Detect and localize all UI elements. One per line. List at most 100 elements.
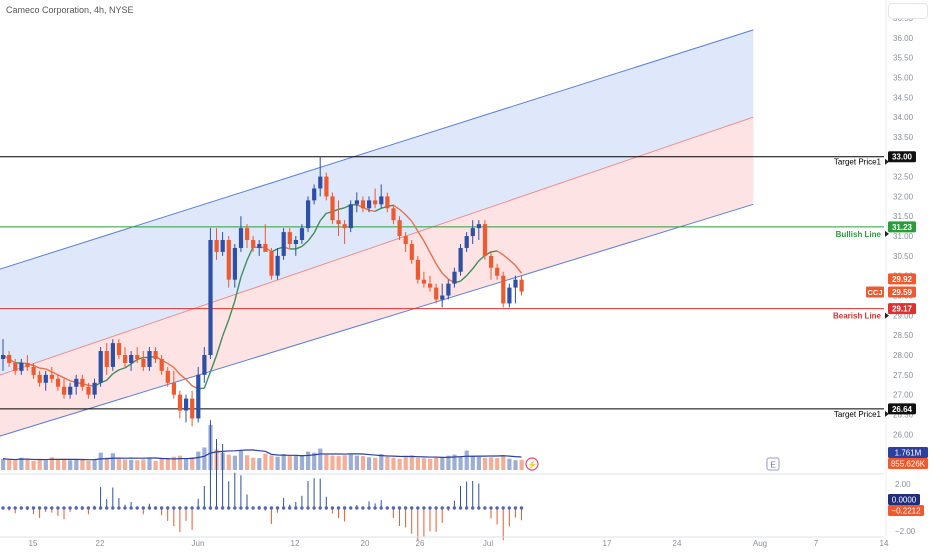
candle-body (471, 228, 475, 236)
candle (184, 395, 188, 423)
volume-bar (257, 458, 261, 470)
oscillator-dot (264, 506, 267, 509)
oscillator-dot (245, 506, 248, 509)
candle-body (172, 383, 176, 395)
candle (269, 248, 273, 280)
volume-bar (166, 459, 170, 470)
candle-body (446, 284, 450, 296)
candle-body (459, 248, 463, 272)
volume-ma-tag-text: 1.761M (895, 449, 922, 458)
oscillator-dot (312, 506, 315, 509)
candle-body (154, 351, 158, 359)
candle-body (105, 351, 109, 367)
volume-bar (385, 457, 389, 470)
volume-bar (477, 457, 481, 470)
oscillator-dot (117, 506, 120, 509)
oscillator-dot (233, 506, 236, 509)
oscillator-dot (288, 506, 291, 509)
volume-bar (190, 457, 194, 470)
oscillator-dot (331, 506, 334, 509)
volume-bar (513, 460, 517, 470)
volume-bar (440, 457, 444, 470)
volume-bar (7, 460, 11, 470)
volume-bar (147, 458, 151, 470)
candle (501, 272, 505, 308)
oscillator-dot (215, 506, 218, 509)
oscillator-dot (367, 506, 370, 509)
candle-body (221, 240, 225, 252)
oscillator-dot (495, 506, 498, 509)
oscillator-dot (56, 506, 59, 509)
target-high-tag: 33.00 (888, 151, 916, 162)
candle-body (111, 343, 115, 367)
volume-bar (288, 456, 292, 470)
candle-body (428, 284, 432, 288)
oscillator-dot (99, 506, 102, 509)
candle (178, 391, 182, 419)
candle-body (202, 355, 206, 375)
price-tick-label: 34.50 (893, 93, 914, 102)
volume-bar (428, 459, 432, 470)
oscillator-dot (343, 506, 346, 509)
price-tick-label: 31.00 (893, 232, 914, 241)
bullish-label: Bullish Line (836, 230, 882, 239)
candle-body (135, 355, 139, 359)
volume-bar (337, 456, 341, 470)
volume-bar (1, 459, 5, 470)
last-price-tag-text: 29.59 (892, 288, 913, 297)
candle-body (227, 240, 231, 280)
volume-bar (422, 458, 426, 470)
bearish-tag: 29.17 (888, 303, 916, 314)
candle-body (495, 268, 499, 276)
volume-bar (379, 454, 383, 470)
oscillator-dot (361, 506, 364, 509)
candle-body (56, 379, 60, 387)
oscillator-dot (178, 506, 181, 509)
volume-bar (44, 460, 48, 470)
chart-settings-button[interactable] (888, 3, 928, 19)
price-tick-label: 32.50 (893, 173, 914, 182)
volume-bar (251, 458, 255, 470)
oscillator-dot (14, 506, 17, 509)
volume-bar (117, 459, 121, 470)
time-tick-label: 15 (29, 539, 38, 548)
oscillator-dot (483, 506, 486, 509)
volume-bar (520, 460, 524, 470)
oscillator-dot (422, 506, 425, 509)
candle (513, 276, 517, 304)
volume-bar (501, 455, 505, 470)
candle-body (343, 224, 347, 228)
oscillator-dot (75, 506, 78, 509)
oscillator-dot (380, 506, 383, 509)
oscillator-dot (111, 506, 114, 509)
volume-bar (343, 455, 347, 470)
volume-bar (239, 451, 243, 470)
candle-body (477, 224, 481, 228)
oscillator-dot (325, 506, 328, 509)
oscillator-dot (416, 506, 419, 509)
oscillator-dot (502, 506, 505, 509)
candle-body (324, 177, 328, 197)
oscillator-dot (209, 506, 212, 509)
candle (324, 173, 328, 201)
volume-bar (178, 456, 182, 470)
oscillator-dot (50, 506, 53, 509)
volume-bar (86, 461, 90, 470)
time-tick-label: 17 (603, 539, 612, 548)
candle-body (32, 367, 36, 375)
price-tick-label: 27.00 (893, 391, 914, 400)
oscillator-dot (373, 506, 376, 509)
candle-body (337, 220, 341, 224)
oscillator-dot (221, 506, 224, 509)
candle (208, 228, 212, 359)
oscillator-dot (386, 506, 389, 509)
oscillator-dot (465, 506, 468, 509)
candle-body (38, 375, 42, 383)
candle (520, 276, 524, 296)
bearish-tag-text: 29.17 (892, 305, 913, 314)
volume-bar (93, 460, 97, 470)
candle (196, 367, 200, 423)
volume-ma-tag: 1.761M (888, 447, 928, 458)
